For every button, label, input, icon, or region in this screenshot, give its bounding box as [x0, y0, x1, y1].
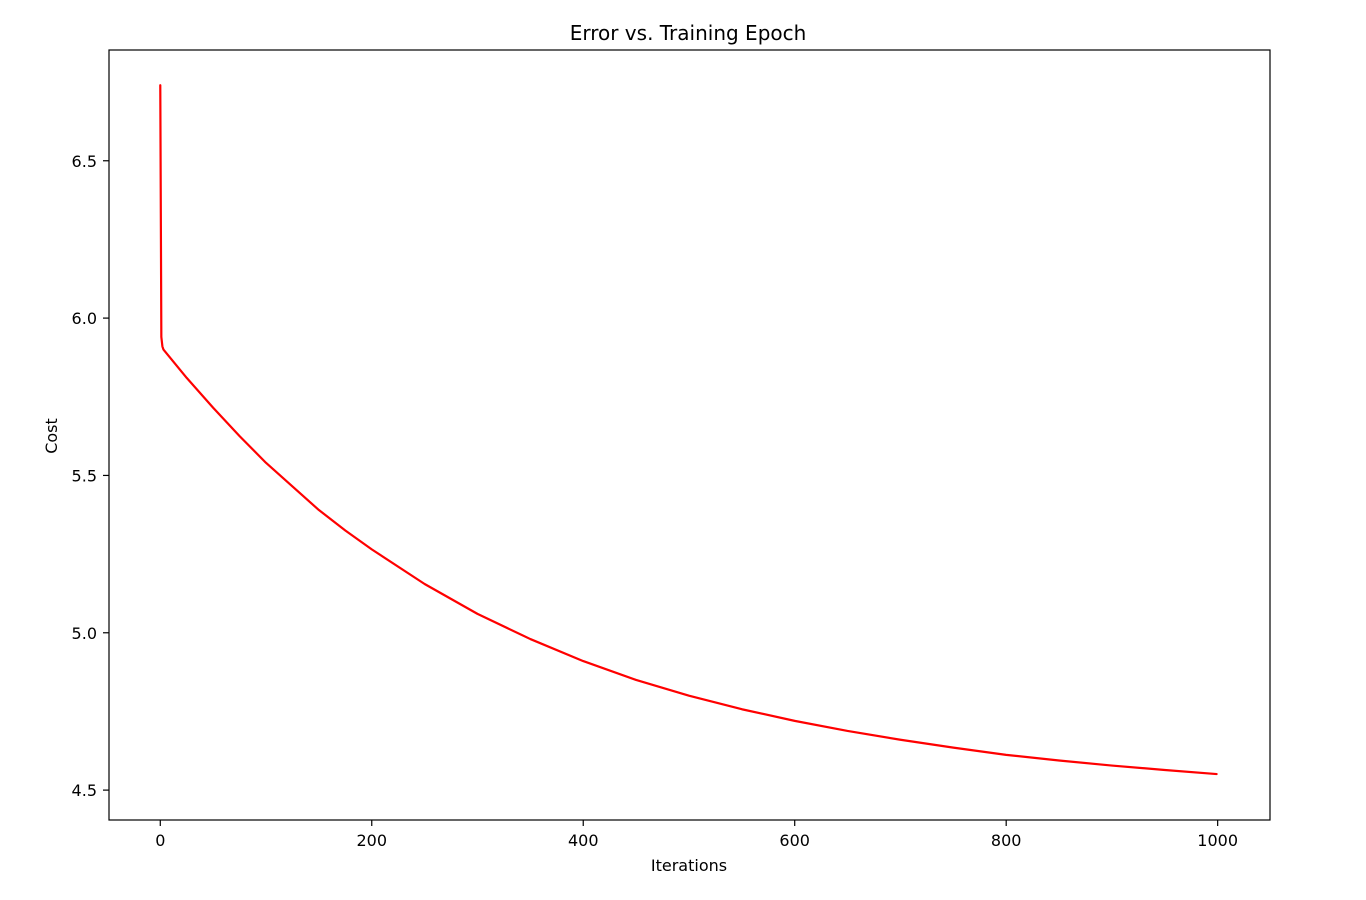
x-tick-label: 1000 — [1197, 831, 1238, 850]
x-tick-label: 800 — [991, 831, 1022, 850]
y-tick-label: 6.5 — [72, 152, 97, 171]
y-tick-label: 5.5 — [72, 466, 97, 485]
x-tick-label: 0 — [155, 831, 165, 850]
y-axis: 4.5 5.0 5.5 6.0 6.5 — [72, 152, 109, 800]
chart-title: Error vs. Training Epoch — [570, 21, 807, 45]
plot-frame — [108, 49, 1271, 821]
x-axis: 0 200 400 600 800 1000 — [155, 820, 1238, 850]
y-tick-label: 4.5 — [72, 781, 97, 800]
x-tick-label: 200 — [356, 831, 387, 850]
x-tick-label: 400 — [568, 831, 599, 850]
y-tick-label: 6.0 — [72, 309, 97, 328]
y-axis-label: Cost — [42, 418, 61, 454]
x-tick-label: 600 — [779, 831, 810, 850]
series-line-1 — [159, 84, 1218, 776]
y-tick-label: 5.0 — [72, 624, 97, 643]
x-axis-label: Iterations — [651, 856, 727, 875]
series-layer — [159, 84, 1218, 776]
